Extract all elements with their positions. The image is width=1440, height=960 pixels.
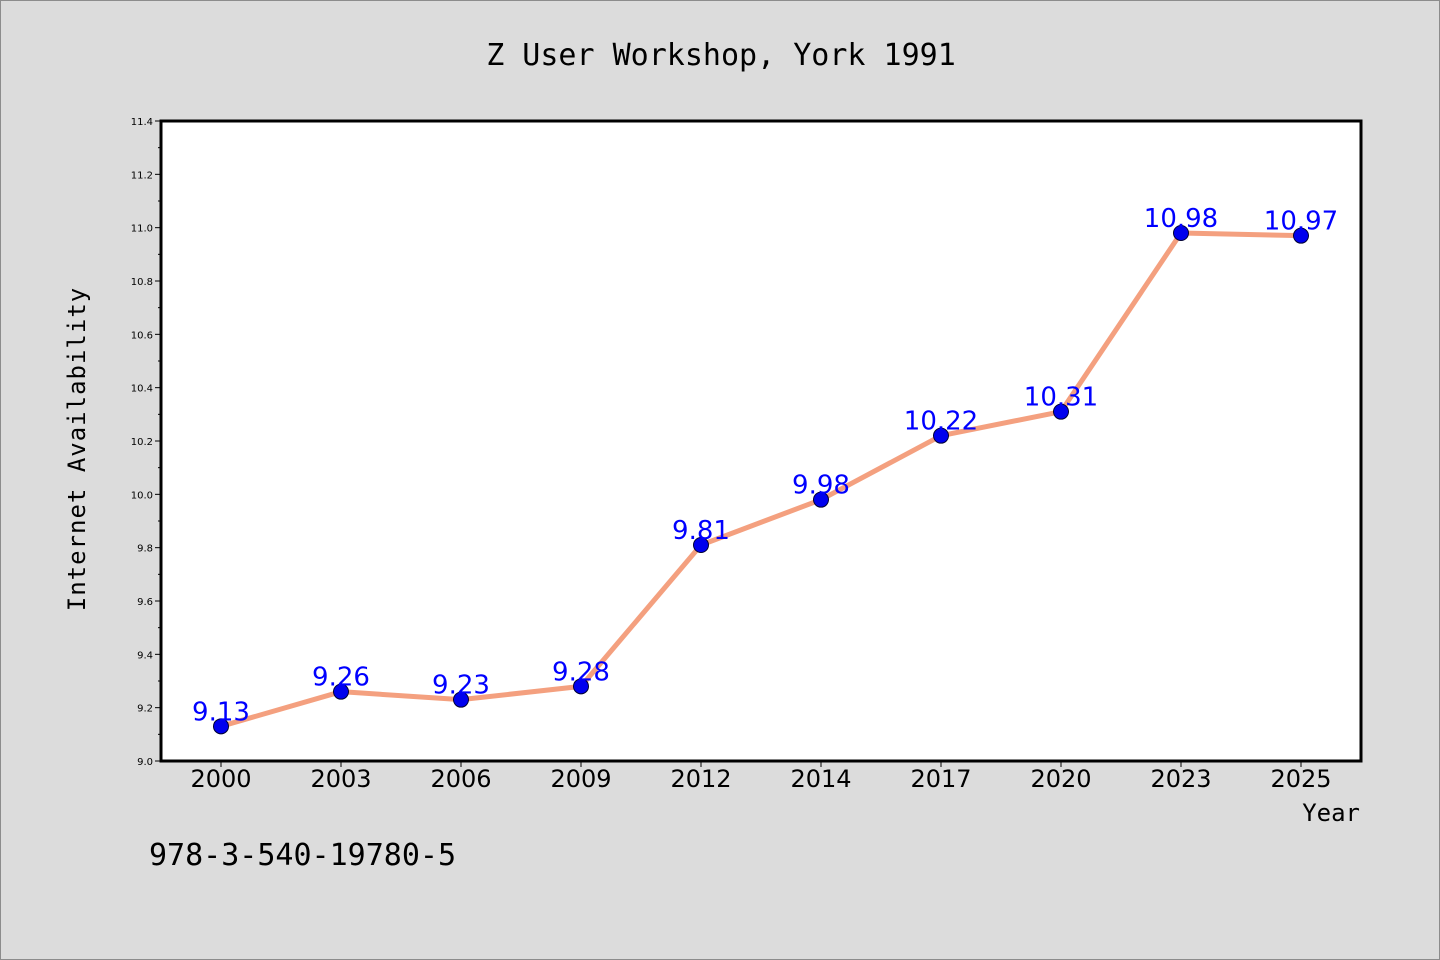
y-tick-label: 10.0	[131, 490, 153, 501]
data-label: 10.22	[904, 407, 978, 437]
x-tick-label: 2023	[1150, 765, 1211, 793]
x-axis: 2000 2003 2006 2009 2012 2014 2017 2020 2023 2025	[190, 761, 1332, 793]
x-tick-label: 2006	[430, 765, 491, 793]
y-tick-label: 10.2	[131, 437, 153, 448]
y-tick-label: 9.4	[137, 650, 153, 661]
y-tick-label: 9.0	[137, 757, 153, 768]
x-axis-label: Year	[1302, 799, 1360, 827]
data-label: 9.81	[672, 516, 730, 546]
y-tick-label: 11.0	[131, 224, 153, 235]
data-point	[1293, 227, 1309, 244]
y-tick-label: 9.6	[137, 597, 153, 608]
x-tick-label: 2014	[790, 765, 851, 793]
data-point	[573, 678, 589, 695]
x-tick-label: 2003	[310, 765, 371, 793]
series-line	[218, 230, 1304, 729]
y-tick-label: 11.2	[131, 170, 153, 181]
x-tick-label: 2025	[1270, 765, 1331, 793]
x-tick-label: 2012	[670, 765, 731, 793]
y-tick-label: 10.4	[131, 384, 153, 395]
y-tick-label: 9.8	[137, 544, 153, 555]
data-point	[333, 683, 349, 700]
data-label: 9.98	[792, 471, 850, 501]
x-tick-label: 2009	[550, 765, 611, 793]
y-tick-label: 10.6	[131, 330, 153, 341]
series-layer: 9.13 9.26 9.23 9.28 9.81 9.98 10.22 10.31 10.98 1…	[192, 204, 1338, 735]
data-point	[813, 491, 829, 508]
y-tick-label: 10.8	[131, 277, 153, 288]
data-label: 10.97	[1264, 207, 1338, 237]
y-tick-label: 11.4	[131, 117, 153, 128]
x-tick-label: 2000	[190, 765, 251, 793]
y-tick-label: 9.2	[137, 704, 153, 715]
data-point	[453, 691, 469, 708]
data-label: 9.28	[552, 657, 610, 687]
data-point	[1173, 225, 1189, 241]
footnote-isbn: 978-3-540-19780-5	[149, 838, 456, 873]
data-label: 10.98	[1144, 204, 1218, 234]
x-tick-label: 2017	[910, 765, 971, 793]
data-label: 9.26	[312, 663, 370, 693]
data-point	[213, 718, 229, 735]
y-axis: 9.0 9.2 9.4 9.6 9.8 10.0 10.2 10.4 10.6 10.8 11.0 1…	[131, 117, 161, 768]
data-point	[933, 427, 949, 444]
data-label: 9.13	[192, 697, 250, 727]
data-label: 10.31	[1024, 383, 1098, 413]
y-axis-label: Internet Availability	[63, 287, 91, 611]
data-point	[693, 537, 709, 553]
data-label: 9.23	[432, 671, 490, 701]
x-tick-label: 2020	[1030, 765, 1091, 793]
data-point	[1053, 403, 1069, 420]
plot-area	[159, 119, 1363, 763]
chart-title: Z User Workshop, York 1991	[486, 38, 956, 73]
